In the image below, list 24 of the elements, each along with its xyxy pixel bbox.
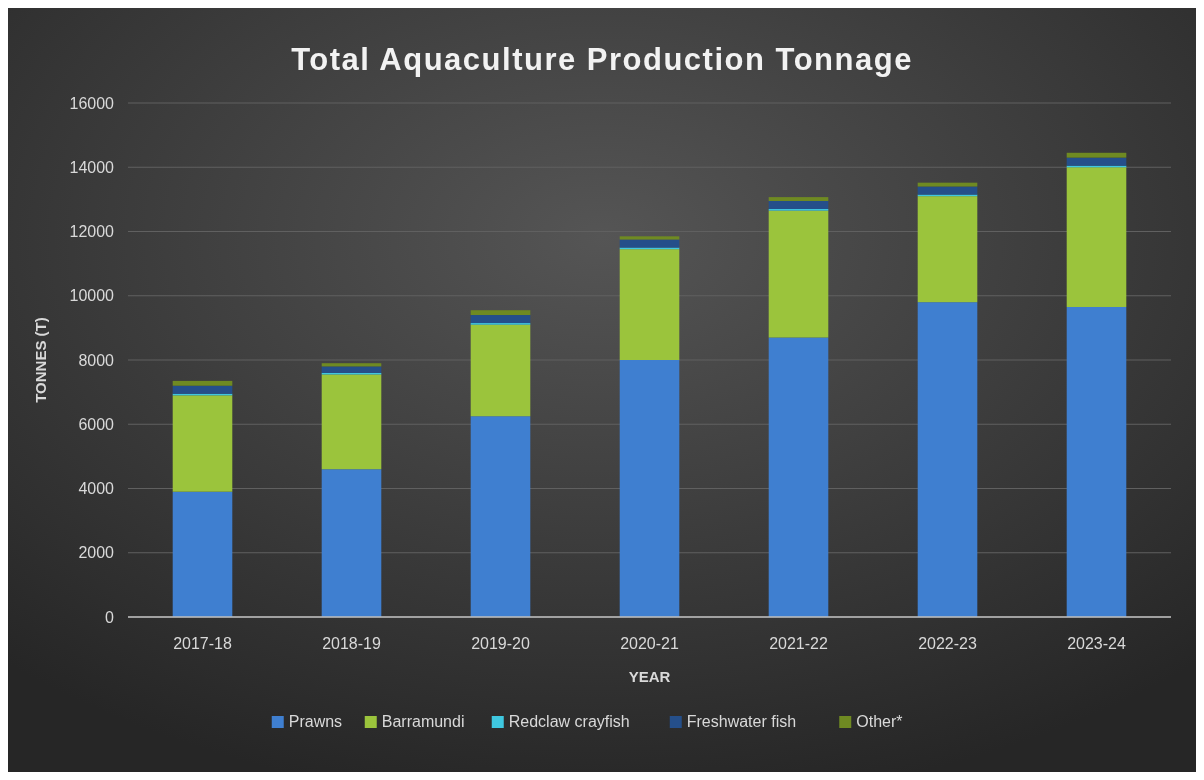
x-tick-label: 2019-20 [471, 635, 530, 652]
legend-label: Other* [856, 713, 903, 730]
y-tick-label: 0 [105, 608, 115, 626]
chart-title: Total Aquaculture Production Tonnage [291, 42, 913, 77]
y-tick-label: 16000 [69, 94, 115, 112]
y-tick-label: 8000 [78, 351, 115, 369]
x-tick-label: 2022-23 [918, 635, 977, 652]
legend-label: Prawns [288, 713, 343, 730]
legend-label: Redclaw crayfish [508, 713, 630, 730]
y-tick-label: 14000 [69, 158, 115, 176]
x-tick-label: 2023-24 [1067, 635, 1126, 652]
y-tick-label: 12000 [69, 223, 115, 241]
y-tick-label: 2000 [78, 544, 115, 562]
x-tick-label: 2020-21 [620, 635, 679, 652]
x-tick-label: 2021-22 [769, 635, 828, 652]
legend-label: Freshwater fish [686, 713, 797, 730]
y-tick-label: 6000 [78, 415, 115, 433]
legend-label: Barramundi [381, 713, 465, 730]
x-tick-label: 2017-18 [173, 635, 232, 652]
y-tick-label: 4000 [78, 480, 115, 498]
x-tick-label: 2018-19 [322, 635, 381, 652]
y-axis-title: TONNES (T) [32, 317, 49, 403]
y-tick-label: 10000 [69, 287, 115, 305]
x-axis-title: YEAR [628, 668, 671, 685]
